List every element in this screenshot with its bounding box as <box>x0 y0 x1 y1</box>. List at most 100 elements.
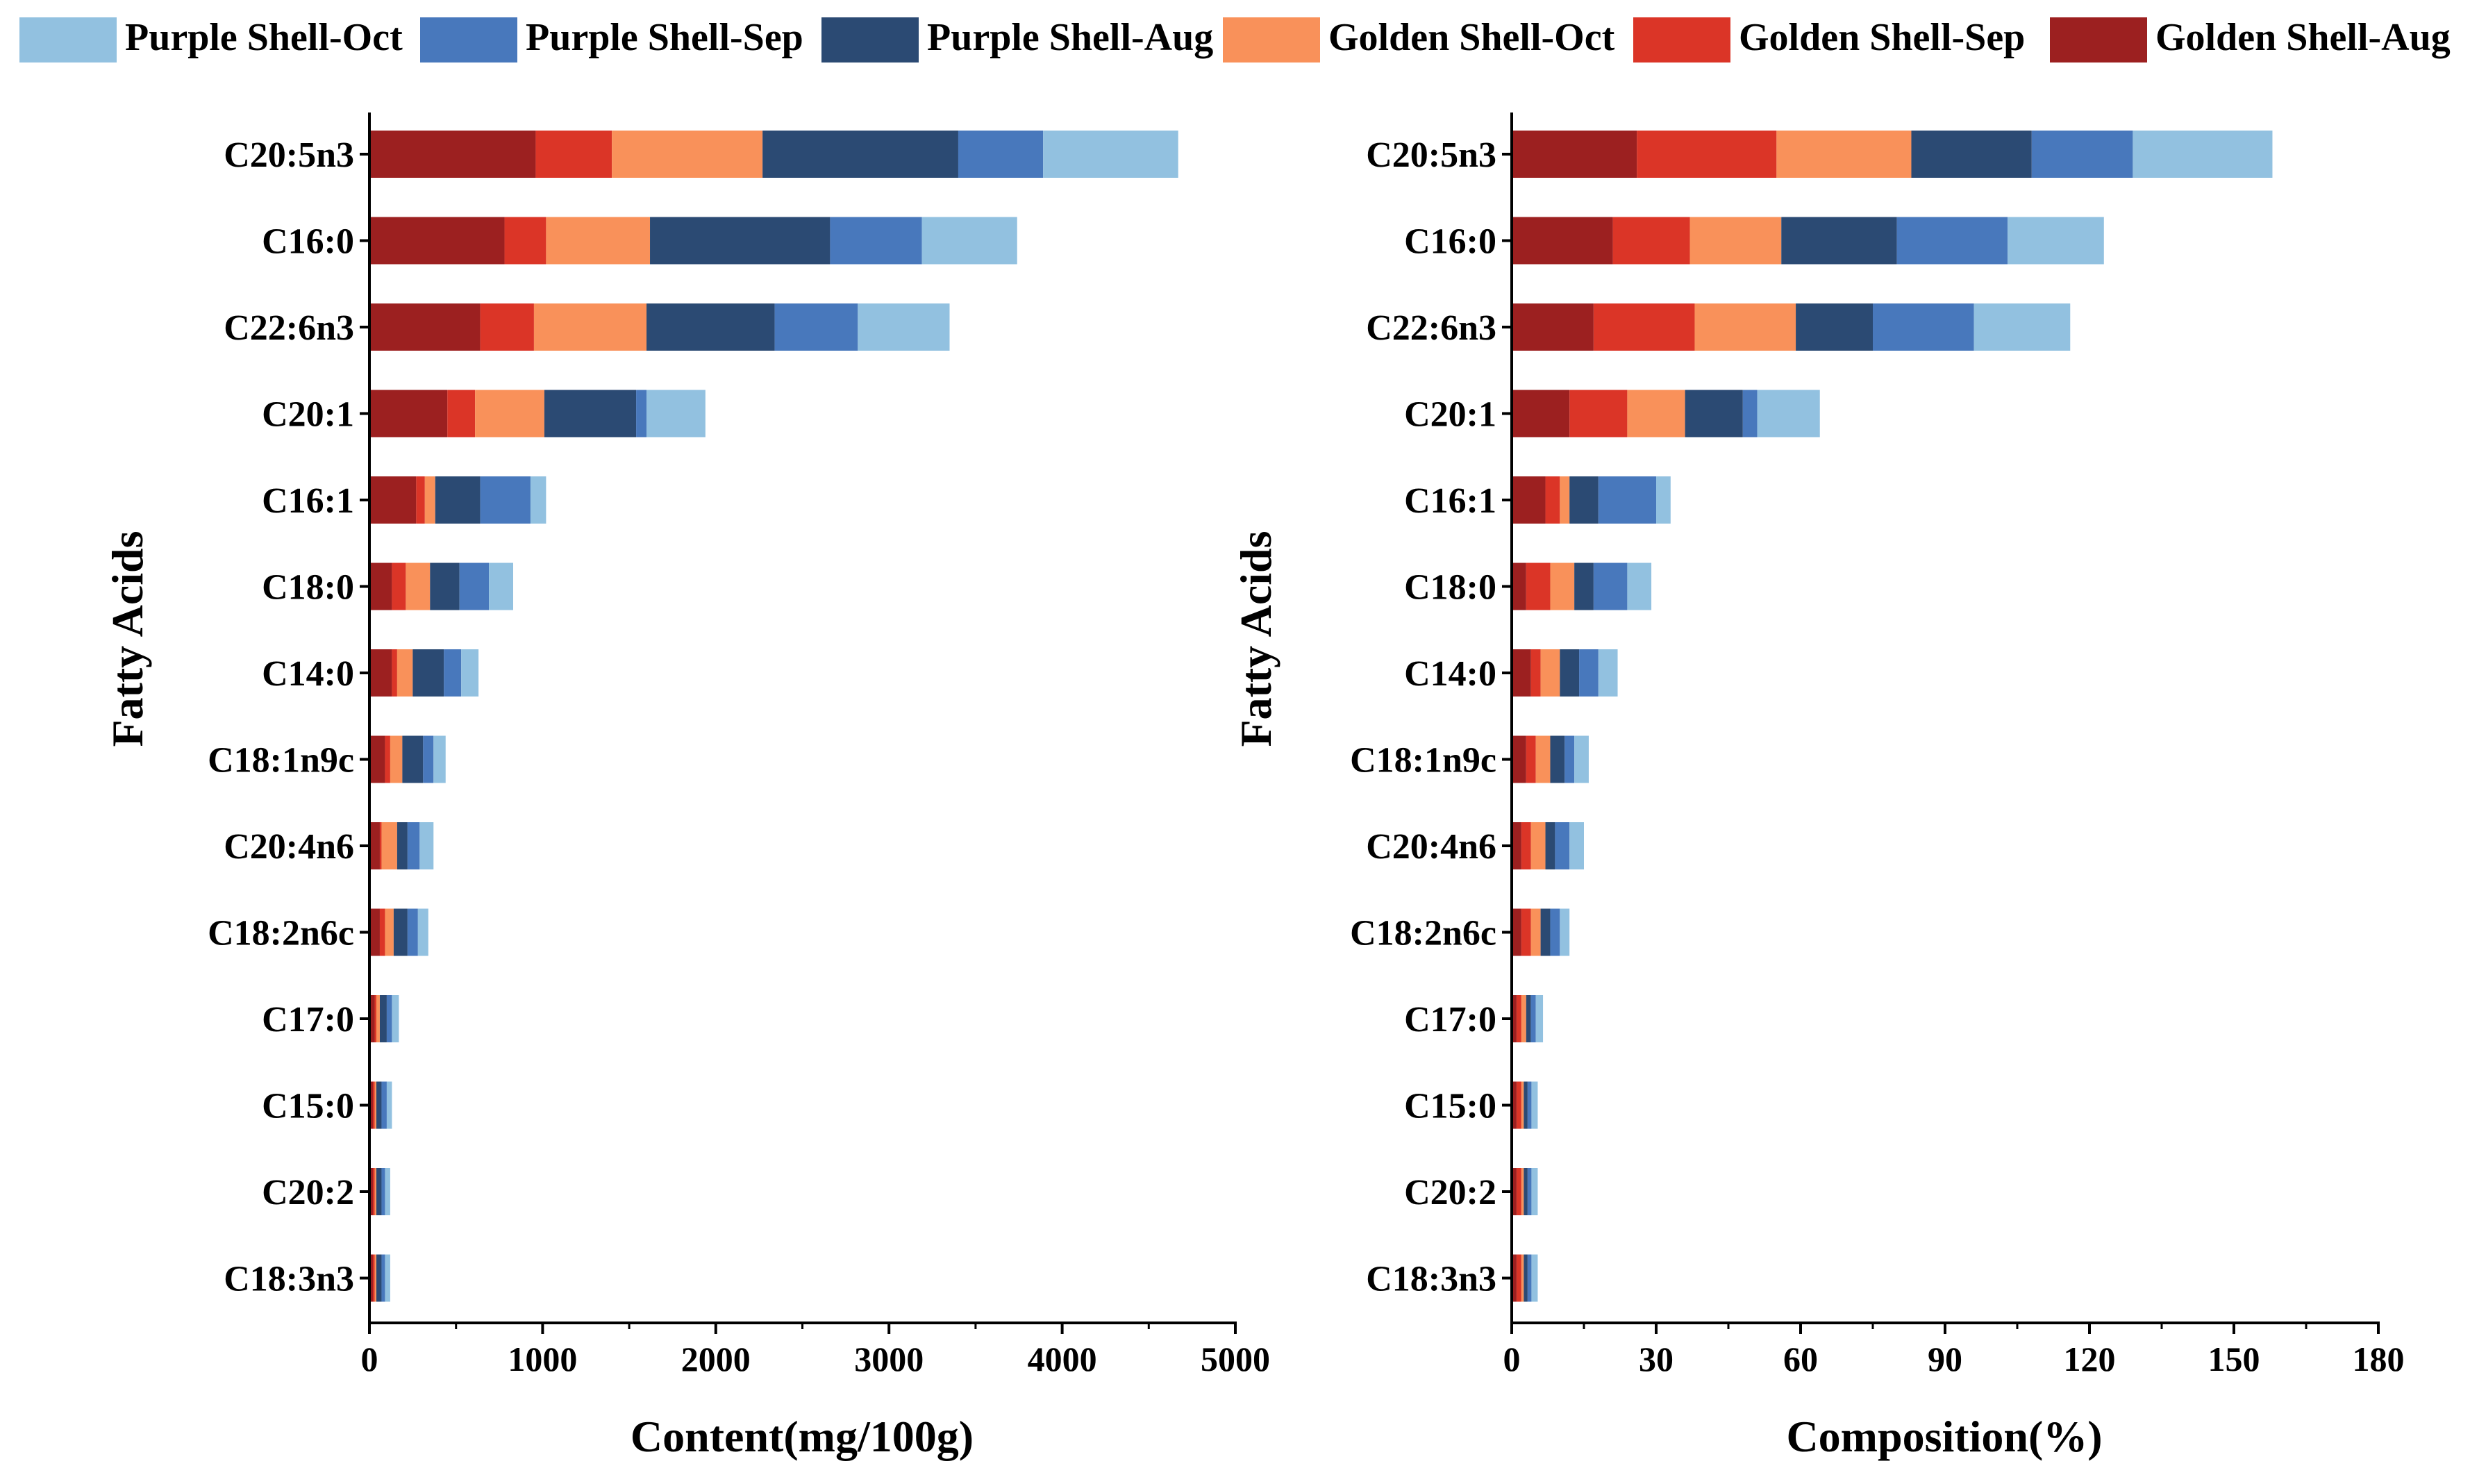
bar-c22-6n3-purple-shell-oct <box>1974 303 2071 351</box>
bar-c16-0-purple-shell-aug <box>1781 217 1897 265</box>
bar-c14-0-golden-shell-oct <box>1540 649 1560 697</box>
bar-c16-1-purple-shell-sep <box>1598 476 1656 524</box>
bar-c20-4n6-purple-shell-aug <box>1545 822 1555 869</box>
bar-c14-0-golden-shell-aug <box>369 649 392 697</box>
bar-c18-3n3-golden-shell-sep <box>372 1254 375 1302</box>
y-tick-label-c20-1: C20:1 <box>1404 395 1496 435</box>
bar-c20-1-golden-shell-oct <box>475 390 544 437</box>
y-tick-label-c20-4n6: C20:4n6 <box>1366 827 1496 867</box>
y-axis-title: Fatty Acids <box>103 531 152 747</box>
bar-c20-2-purple-shell-aug <box>376 1168 382 1215</box>
bar-c18-3n3-purple-shell-aug <box>376 1254 382 1302</box>
x-tick-label-60: 60 <box>1783 1340 1818 1378</box>
bar-c16-0-golden-shell-oct <box>1689 217 1782 265</box>
bar-c20-1-golden-shell-sep <box>1569 390 1628 437</box>
y-tick-label-c18-2n6c: C18:2n6c <box>208 914 354 953</box>
bar-c18-3n3-golden-shell-aug <box>1512 1254 1517 1302</box>
bar-c20-5n3-purple-shell-sep <box>2031 131 2133 178</box>
bar-c20-4n6-purple-shell-oct <box>1569 822 1584 869</box>
bar-c20-4n6-golden-shell-sep <box>379 822 382 869</box>
bar-c15-0-golden-shell-oct <box>374 1081 376 1129</box>
bar-c18-0-golden-shell-sep <box>1526 562 1551 610</box>
bar-c20-4n6-purple-shell-oct <box>419 822 434 869</box>
bar-c16-1-purple-shell-aug <box>1569 476 1599 524</box>
bar-c15-0-golden-shell-sep <box>372 1081 375 1129</box>
x-tick-label-150: 150 <box>2208 1340 2260 1378</box>
bar-c17-0-golden-shell-oct <box>1521 995 1526 1042</box>
bar-c18-3n3-golden-shell-oct <box>374 1254 376 1302</box>
bar-c18-1n9c-purple-shell-oct <box>433 735 446 783</box>
x-tick-label-90: 90 <box>1928 1340 1962 1378</box>
bar-c20-4n6-golden-shell-aug <box>1512 822 1521 869</box>
bar-c18-1n9c-purple-shell-aug <box>1550 735 1565 783</box>
bars <box>369 131 1178 1302</box>
bar-c17-0-golden-shell-sep <box>374 995 376 1042</box>
legend-swatch-golden-shell-oct <box>1223 17 1320 62</box>
bar-c14-0-golden-shell-oct <box>397 649 413 697</box>
legend-swatch-golden-shell-aug <box>2050 17 2147 62</box>
bar-c18-2n6c-purple-shell-sep <box>407 908 418 956</box>
bar-c20-5n3-purple-shell-sep <box>958 131 1044 178</box>
bar-c17-0-golden-shell-aug <box>369 995 375 1042</box>
bar-c18-2n6c-golden-shell-sep <box>379 908 385 956</box>
bar-c15-0-golden-shell-aug <box>1512 1081 1517 1129</box>
bar-c22-6n3-golden-shell-oct <box>1694 303 1796 351</box>
legend-label-golden-shell-sep: Golden Shell-Sep <box>1739 16 2025 59</box>
x-tick-label-120: 120 <box>2064 1340 2116 1378</box>
bar-c18-0-purple-shell-sep <box>1593 562 1628 610</box>
bar-c18-1n9c-purple-shell-sep <box>423 735 434 783</box>
bar-c16-1-purple-shell-sep <box>480 476 531 524</box>
bar-c20-2-golden-shell-sep <box>372 1168 375 1215</box>
x-tick-label-0: 0 <box>361 1340 378 1378</box>
bar-c14-0-golden-shell-sep <box>1530 649 1541 697</box>
x-tick-label-180: 180 <box>2353 1340 2405 1378</box>
y-tick-label-c17-0: C17:0 <box>262 1000 354 1040</box>
bar-c16-0-golden-shell-oct <box>546 217 651 265</box>
legend-swatch-purple-shell-sep <box>420 17 517 62</box>
bar-c20-4n6-golden-shell-aug <box>369 822 380 869</box>
y-tick-label-c18-3n3: C18:3n3 <box>1366 1260 1496 1299</box>
bar-c20-1-purple-shell-sep <box>1742 390 1758 437</box>
x-tick-label-5000: 5000 <box>1201 1340 1270 1378</box>
y-tick-label-c15-0: C15:0 <box>1404 1087 1496 1126</box>
bar-c18-2n6c-golden-shell-oct <box>385 908 394 956</box>
y-tick-label-c18-0: C18:0 <box>1404 568 1496 608</box>
bar-c20-5n3-golden-shell-aug <box>369 131 536 178</box>
bar-c18-1n9c-golden-shell-aug <box>1512 735 1526 783</box>
y-tick-label-c20-2: C20:2 <box>262 1173 354 1212</box>
bar-c16-1-golden-shell-sep <box>416 476 425 524</box>
bar-c18-1n9c-golden-shell-sep <box>1526 735 1536 783</box>
bar-c20-2-golden-shell-oct <box>1521 1168 1524 1215</box>
bar-c16-1-golden-shell-oct <box>424 476 435 524</box>
y-tick-label-c16-1: C16:1 <box>1404 481 1496 521</box>
bar-c20-2-golden-shell-aug <box>1512 1168 1517 1215</box>
bar-c17-0-purple-shell-oct <box>392 995 399 1042</box>
bar-c22-6n3-golden-shell-sep <box>480 303 534 351</box>
bar-c18-2n6c-purple-shell-oct <box>417 908 428 956</box>
bar-c20-2-golden-shell-aug <box>369 1168 373 1215</box>
x-tick-label-2000: 2000 <box>681 1340 751 1378</box>
bar-c18-2n6c-golden-shell-sep <box>1521 908 1531 956</box>
bar-c18-3n3-golden-shell-sep <box>1516 1254 1521 1302</box>
bar-c20-2-golden-shell-sep <box>1516 1168 1521 1215</box>
bar-c20-2-purple-shell-oct <box>385 1168 390 1215</box>
bar-c20-1-golden-shell-sep <box>447 390 476 437</box>
bar-c16-0-golden-shell-sep <box>504 217 546 265</box>
y-axis-title: Fatty Acids <box>1231 531 1280 747</box>
legend-item-purple-shell-aug: Purple Shell-Aug <box>821 16 1213 62</box>
bar-c18-1n9c-purple-shell-sep <box>1564 735 1575 783</box>
bar-c15-0-purple-shell-sep <box>1527 1081 1532 1129</box>
bar-c20-1-purple-shell-aug <box>544 390 637 437</box>
x-tick-label-0: 0 <box>1503 1340 1521 1378</box>
bar-c20-5n3-purple-shell-oct <box>1043 131 1178 178</box>
bar-c18-3n3-purple-shell-sep <box>381 1254 385 1302</box>
bar-c18-0-golden-shell-oct <box>406 562 431 610</box>
bar-c16-1-purple-shell-oct <box>1656 476 1671 524</box>
bar-c20-1-purple-shell-oct <box>1757 390 1820 437</box>
legend-swatch-purple-shell-aug <box>821 17 919 62</box>
y-tick-label-c20-5n3: C20:5n3 <box>1366 135 1496 175</box>
bar-c18-3n3-purple-shell-oct <box>1531 1254 1538 1302</box>
legend-item-golden-shell-aug: Golden Shell-Aug <box>2050 16 2451 62</box>
bar-c20-1-golden-shell-oct <box>1627 390 1685 437</box>
